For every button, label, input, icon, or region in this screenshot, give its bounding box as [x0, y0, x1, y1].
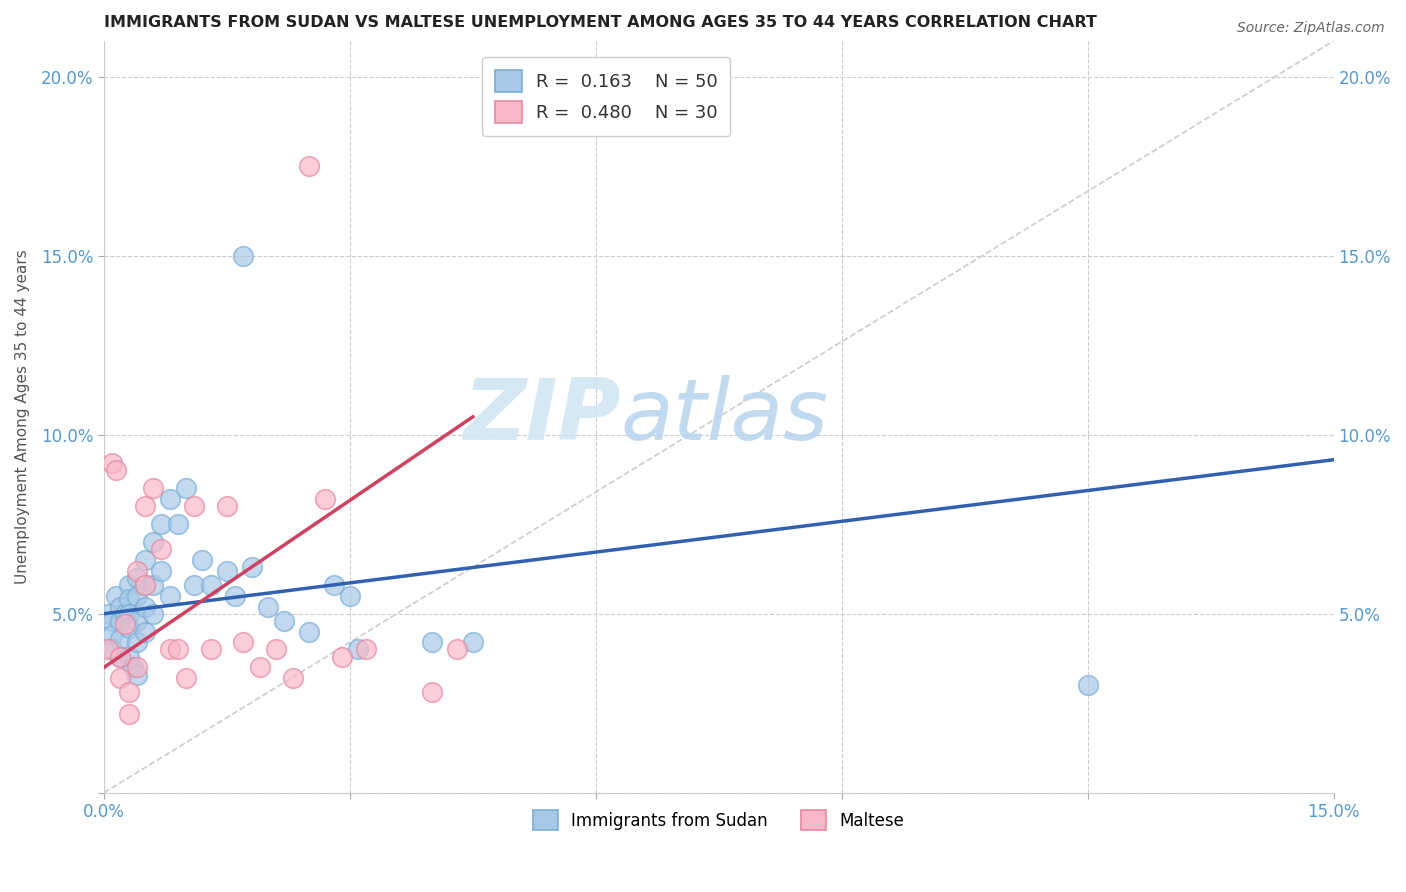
Point [330, 649, 353, 664]
Point [420, 685, 443, 699]
Point [446, 642, 468, 657]
Point [117, 649, 139, 664]
Point [273, 614, 295, 628]
Point [125, 614, 148, 628]
Point [339, 589, 361, 603]
Text: ZIP: ZIP [463, 376, 620, 458]
Point [117, 578, 139, 592]
Point [281, 671, 304, 685]
Point [110, 649, 132, 664]
Point [110, 632, 132, 646]
Point [142, 578, 165, 592]
Point [134, 624, 156, 639]
Point [183, 500, 205, 514]
Point [125, 564, 148, 578]
Point [142, 535, 165, 549]
Point [191, 553, 214, 567]
Point [121, 660, 143, 674]
Point [117, 592, 139, 607]
Point [134, 599, 156, 614]
Point [110, 649, 132, 664]
Point [257, 599, 280, 614]
Point [101, 456, 124, 470]
Point [114, 617, 136, 632]
Text: IMMIGRANTS FROM SUDAN VS MALTESE UNEMPLOYMENT AMONG AGES 35 TO 44 YEARS CORRELAT: IMMIGRANTS FROM SUDAN VS MALTESE UNEMPLO… [104, 15, 1097, 30]
Point [125, 667, 148, 681]
Point [142, 607, 165, 621]
Point [134, 578, 156, 592]
Point [125, 660, 148, 674]
Point [215, 500, 238, 514]
Point [150, 564, 173, 578]
Point [117, 607, 139, 621]
Text: Source: ZipAtlas.com: Source: ZipAtlas.com [1237, 21, 1385, 35]
Point [356, 642, 378, 657]
Point [232, 635, 254, 649]
Point [200, 578, 222, 592]
Point [240, 560, 263, 574]
Point [110, 599, 132, 614]
Point [159, 642, 181, 657]
Point [183, 578, 205, 592]
Point [322, 578, 344, 592]
Point [125, 571, 148, 585]
Point [174, 481, 197, 495]
Point [101, 614, 124, 628]
Point [105, 463, 128, 477]
Point [101, 628, 124, 642]
Text: atlas: atlas [620, 376, 828, 458]
Point [114, 607, 136, 621]
Point [249, 660, 271, 674]
Point [232, 249, 254, 263]
Point [166, 517, 188, 532]
Point [420, 635, 443, 649]
Point [134, 500, 156, 514]
Point [97, 642, 120, 657]
Point [125, 589, 148, 603]
Point [174, 671, 197, 685]
Point [105, 589, 128, 603]
Point [134, 578, 156, 592]
Point [117, 685, 139, 699]
Y-axis label: Unemployment Among Ages 35 to 44 years: Unemployment Among Ages 35 to 44 years [15, 250, 30, 584]
Point [224, 589, 246, 603]
Legend: Immigrants from Sudan, Maltese: Immigrants from Sudan, Maltese [526, 804, 911, 837]
Point [97, 607, 120, 621]
Point [1077, 678, 1099, 692]
Point [134, 553, 156, 567]
Point [117, 621, 139, 635]
Point [461, 635, 484, 649]
Point [298, 159, 321, 173]
Point [125, 635, 148, 649]
Point [142, 481, 165, 495]
Point [314, 492, 336, 507]
Point [110, 671, 132, 685]
Point [159, 492, 181, 507]
Point [150, 517, 173, 532]
Point [166, 642, 188, 657]
Point [215, 564, 238, 578]
Point [159, 589, 181, 603]
Point [150, 542, 173, 557]
Point [200, 642, 222, 657]
Point [117, 706, 139, 721]
Point [110, 614, 132, 628]
Point [264, 642, 287, 657]
Point [298, 624, 321, 639]
Point [101, 642, 124, 657]
Point [347, 642, 370, 657]
